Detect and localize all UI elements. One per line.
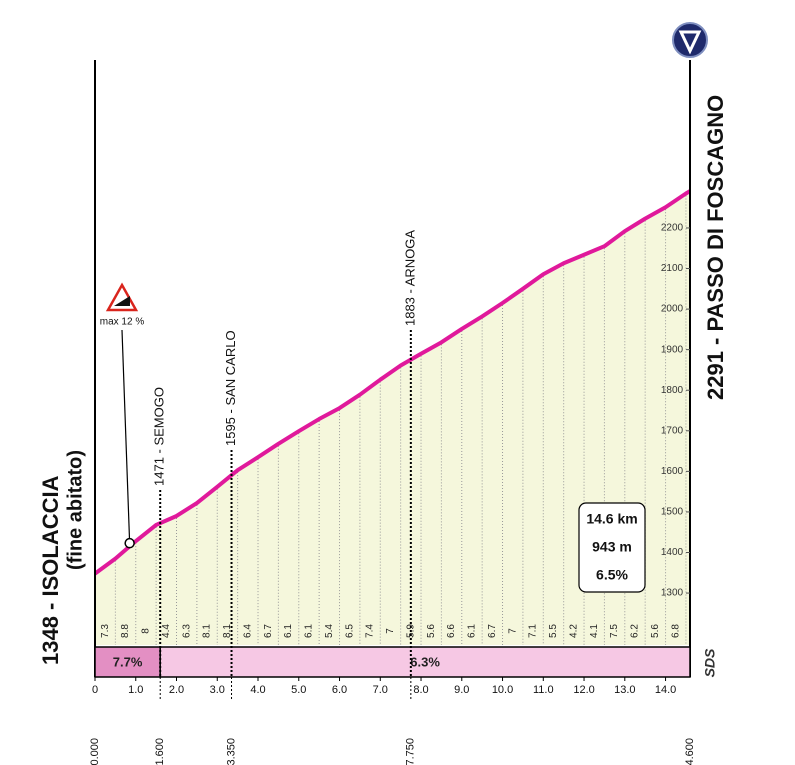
- gradient-label: 6.7: [487, 624, 498, 638]
- waypoint-label: 1883 - ARNOGA: [402, 230, 417, 326]
- x-tick-label: 13.0: [614, 684, 635, 696]
- sector-label: 6.3%: [410, 654, 440, 669]
- gradient-label: 6.4: [242, 624, 253, 638]
- gradient-label: 7: [507, 628, 518, 634]
- area-fill: [95, 191, 690, 646]
- gradient-label: 5.6: [426, 624, 437, 638]
- start-label: 1348 - ISOLACCIA: [38, 475, 63, 665]
- finish-icon: [672, 22, 708, 58]
- x-tick-label: 5.0: [291, 684, 306, 696]
- gradient-label: 8.1: [202, 624, 213, 638]
- x-tick-label: 9.0: [454, 684, 469, 696]
- sector-label: 7.7%: [113, 654, 143, 669]
- y-tick-label: 1600: [661, 466, 684, 477]
- gradient-label: 4.2: [568, 624, 579, 638]
- x-tick-label: 7.0: [373, 684, 388, 696]
- start-sublabel: (fine abitato): [64, 450, 86, 570]
- y-tick-label: 2000: [661, 304, 684, 315]
- gradient-label: 7.1: [528, 624, 539, 638]
- waypoint-km-label: 3.350: [225, 738, 237, 765]
- gradient-label: 8.8: [120, 624, 131, 638]
- y-tick-label: 2100: [661, 263, 684, 274]
- gradient-label: 6.6: [446, 624, 457, 638]
- gradient-label: 4.1: [589, 624, 600, 638]
- gradient-label: 6.1: [304, 624, 315, 638]
- summary-line: 943 m: [592, 539, 632, 555]
- y-tick-label: 2200: [661, 223, 684, 234]
- max-gradient-leader: [121, 329, 131, 544]
- max-gradient-slope: [114, 296, 130, 306]
- waypoint-label: 1595 - SAN CARLO: [223, 330, 238, 446]
- gradient-label: 7.5: [609, 624, 620, 638]
- summary-line: 6.5%: [596, 567, 628, 583]
- gradient-label: 6.3: [181, 624, 192, 638]
- x-tick-label: 11.0: [533, 684, 554, 696]
- x-tick-label: 1.0: [128, 684, 143, 696]
- x-tick-label: 8.0: [413, 684, 428, 696]
- gradient-label: 4.4: [161, 624, 172, 638]
- finish-label: 2291 - PASSO DI FOSCAGNO: [703, 95, 728, 400]
- waypoint-km-label: 7.750: [405, 738, 417, 765]
- km-endpoint-label: 0.000: [89, 738, 101, 765]
- gradient-label: 6.2: [630, 624, 641, 638]
- x-tick-label: 2.0: [169, 684, 184, 696]
- gradient-label: 5.4: [324, 624, 335, 638]
- gradient-label: 6.1: [467, 624, 478, 638]
- y-tick-label: 1700: [661, 425, 684, 436]
- x-tick-label: 4.0: [250, 684, 265, 696]
- gradient-label: 5.6: [650, 624, 661, 638]
- icon-symbol: [678, 30, 702, 55]
- x-tick-label: 10.0: [492, 684, 513, 696]
- gradient-sector: [159, 646, 691, 678]
- waypoint-km-label: 1.600: [154, 738, 166, 765]
- x-tick-label: 0: [92, 684, 98, 696]
- x-tick-label: 14.0: [655, 684, 676, 696]
- gradient-label: 8.1: [222, 624, 233, 638]
- gradient-label: 7.3: [100, 624, 111, 638]
- max-gradient-point: [124, 537, 135, 549]
- gradient-label: 5.5: [548, 624, 559, 638]
- y-tick-label: 1400: [661, 547, 684, 558]
- x-tick-label: 12.0: [573, 684, 594, 696]
- x-tick-label: 3.0: [210, 684, 225, 696]
- max-gradient-label: max 12 %: [100, 317, 145, 328]
- logo: SDS: [702, 648, 718, 677]
- profile-line: [93, 189, 692, 576]
- gradient-label: 8: [141, 628, 152, 634]
- km-endpoint-label: 14.600: [684, 738, 696, 765]
- summary-box: [578, 502, 646, 593]
- y-tick-label: 1900: [661, 344, 684, 355]
- gradient-label: 6.7: [263, 624, 274, 638]
- gradient-label: 7: [385, 628, 396, 634]
- gradient-label: 6.8: [670, 624, 681, 638]
- summary-line: 14.6 km: [586, 511, 637, 527]
- y-tick-label: 1300: [661, 588, 684, 599]
- gradient-label: 6.1: [283, 624, 294, 638]
- y-tick-label: 1800: [661, 385, 684, 396]
- gradient-label: 7.4: [365, 624, 376, 638]
- gradient-label: 6.5: [344, 624, 355, 638]
- waypoint-label: 1471 - SEMOGO: [152, 387, 167, 486]
- x-tick-label: 6.0: [332, 684, 347, 696]
- y-tick-label: 1500: [661, 507, 684, 518]
- max-gradient-icon: [105, 282, 139, 312]
